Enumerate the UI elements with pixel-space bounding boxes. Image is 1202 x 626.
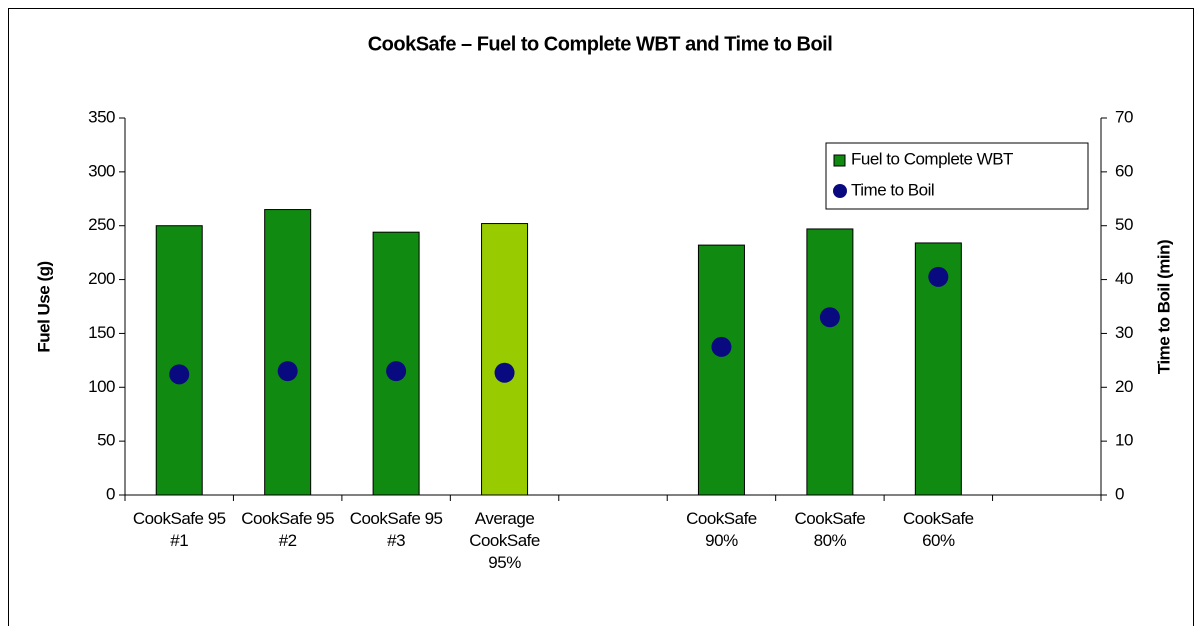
dot bbox=[494, 362, 515, 383]
y2-tick-label: 20 bbox=[1115, 377, 1133, 396]
legend-swatch bbox=[833, 154, 846, 167]
x-tick-label: CookSafe 95 #2 bbox=[241, 509, 335, 550]
legend-swatch bbox=[833, 184, 847, 198]
x-tick-label: CookSafe 90% bbox=[686, 509, 757, 550]
y2-tick-label: 60 bbox=[1115, 161, 1133, 180]
bar bbox=[697, 244, 745, 496]
bar bbox=[481, 223, 529, 496]
bar bbox=[155, 225, 203, 496]
legend-box bbox=[825, 142, 1089, 210]
y-tick-label: 100 bbox=[88, 377, 115, 396]
dot bbox=[711, 336, 732, 357]
dot bbox=[928, 266, 949, 287]
y2-tick-label: 30 bbox=[1115, 323, 1133, 342]
y2-tick-label: 10 bbox=[1115, 431, 1133, 450]
y2-axis-label: Time to Boil (min) bbox=[1154, 240, 1173, 374]
y2-tick-label: 70 bbox=[1115, 107, 1133, 126]
bar bbox=[806, 228, 854, 496]
x-tick-label: CookSafe 95 #1 bbox=[132, 509, 226, 550]
x-tick-label: Average CookSafe 95% bbox=[469, 509, 540, 572]
x-tick-label: CookSafe 60% bbox=[902, 509, 974, 550]
y-tick-label: 50 bbox=[97, 431, 115, 450]
y-axis-label: Fuel Use (g) bbox=[34, 261, 53, 352]
chart-title: CookSafe – Fuel to Complete WBT and Time… bbox=[368, 33, 833, 55]
bar bbox=[264, 209, 312, 496]
y-tick-label: 0 bbox=[106, 484, 115, 503]
legend-label: Time to Boil bbox=[851, 180, 934, 199]
legend-label: Fuel to Complete WBT bbox=[851, 149, 1013, 168]
y-tick-label: 350 bbox=[88, 107, 115, 126]
dot bbox=[277, 361, 298, 382]
x-tick-label: CookSafe 80% bbox=[794, 509, 866, 550]
dot bbox=[169, 364, 190, 385]
y-tick-label: 250 bbox=[88, 215, 115, 234]
y-tick-label: 300 bbox=[88, 161, 115, 180]
x-tick-label: CookSafe 95 #3 bbox=[349, 509, 443, 550]
y2-tick-label: 0 bbox=[1115, 484, 1124, 503]
y-tick-label: 150 bbox=[88, 323, 115, 342]
y-tick-label: 200 bbox=[88, 269, 115, 288]
y2-tick-label: 40 bbox=[1115, 269, 1133, 288]
y2-tick-label: 50 bbox=[1115, 215, 1133, 234]
dot bbox=[819, 307, 840, 328]
dot bbox=[386, 361, 407, 382]
chart-border bbox=[8, 8, 1194, 626]
